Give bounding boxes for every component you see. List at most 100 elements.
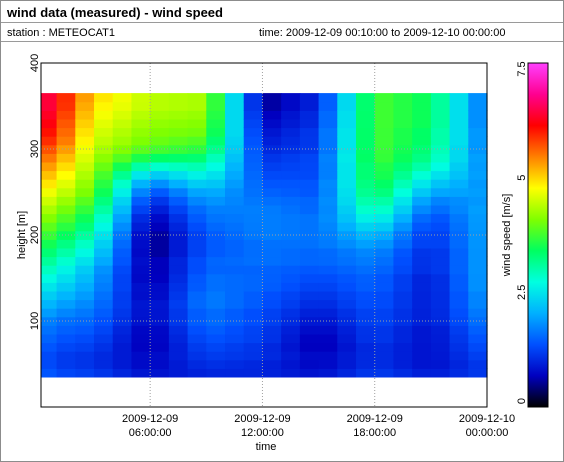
heatmap-cell	[94, 273, 114, 283]
heatmap-cell	[112, 161, 133, 172]
heatmap-cell	[262, 351, 282, 361]
heatmap-cell	[94, 93, 114, 103]
heatmap-cell	[318, 222, 338, 232]
heatmap-cell	[281, 351, 301, 361]
heatmap-cell	[430, 93, 451, 103]
heatmap-cell	[393, 351, 413, 361]
heatmap-cell	[337, 170, 357, 180]
heatmap-cell	[56, 222, 76, 232]
heatmap-cell	[168, 290, 189, 301]
heatmap-cell	[412, 213, 432, 223]
heatmap-cell	[56, 308, 76, 318]
heatmap-cell	[281, 161, 301, 172]
heatmap-cell	[430, 179, 451, 189]
heatmap-cell	[41, 308, 58, 318]
header-divider-top	[1, 22, 563, 23]
heatmap-cell	[41, 213, 58, 223]
heatmap-cell	[337, 136, 357, 146]
heatmap-cell	[356, 196, 376, 206]
heatmap-cell	[393, 230, 413, 240]
heatmap-cell	[262, 359, 282, 369]
heatmap-cell	[168, 170, 189, 180]
heatmap-cell	[468, 299, 488, 309]
heatmap-cell	[262, 256, 282, 266]
heatmap-cell	[168, 273, 189, 283]
heatmap-cell	[449, 204, 469, 215]
heatmap-cell	[318, 101, 338, 111]
heatmap-cell	[131, 153, 151, 163]
heatmap-cell	[299, 239, 320, 249]
heatmap-cell	[318, 144, 338, 154]
heatmap-cell	[412, 161, 432, 172]
y-tick-label: 100	[29, 312, 41, 330]
heatmap-cell	[468, 230, 488, 240]
heatmap-cell	[225, 316, 245, 326]
heatmap-cell	[41, 136, 58, 146]
heatmap-cell	[299, 359, 320, 369]
heatmap-cell	[112, 359, 133, 369]
heatmap-cell	[281, 308, 301, 318]
heatmap-cell	[206, 299, 226, 309]
heatmap-cell	[356, 368, 376, 378]
heatmap-cell	[393, 110, 413, 120]
heatmap-cell	[337, 351, 357, 361]
x-tick-label: 2009-12-10 00:00:00	[459, 413, 515, 439]
heatmap-cell	[374, 368, 395, 378]
heatmap-cell	[187, 110, 207, 120]
heatmap-cell	[299, 316, 320, 326]
heatmap-cell	[168, 359, 189, 369]
heatmap-cell	[131, 316, 151, 326]
heatmap-cell	[56, 282, 76, 292]
plot-border	[40, 62, 488, 408]
heatmap-cell	[468, 213, 488, 223]
y-tick-label: 200	[29, 226, 41, 244]
heatmap-cell	[318, 316, 338, 326]
heatmap-cell	[468, 256, 488, 266]
heatmap-cell	[206, 290, 226, 301]
heatmap-cell	[299, 118, 320, 129]
heatmap-cell	[225, 325, 245, 335]
heatmap-cell	[131, 351, 151, 361]
heatmap-cell	[299, 144, 320, 154]
heatmap-cell	[168, 256, 189, 266]
heatmap-cell	[131, 342, 151, 352]
heatmap-cell	[393, 333, 413, 344]
heatmap-cell	[281, 265, 301, 275]
heatmap-cell	[56, 187, 76, 197]
heatmap-cell	[150, 110, 170, 120]
heatmap-cell	[393, 144, 413, 154]
heatmap-cell	[430, 153, 451, 163]
heatmap-cell	[41, 325, 58, 335]
heatmap-cell	[262, 136, 282, 146]
heatmap-cell	[430, 282, 451, 292]
heatmap-cell	[168, 187, 189, 197]
heatmap-cell	[112, 196, 133, 206]
heatmap-cell	[412, 93, 432, 103]
heatmap-cell	[131, 299, 151, 309]
heatmap-cell	[393, 282, 413, 292]
heatmap-cell	[262, 342, 282, 352]
heatmap-cell	[131, 359, 151, 369]
heatmap-cell	[150, 144, 170, 154]
heatmap-cell	[468, 308, 488, 318]
heatmap-cell	[94, 230, 114, 240]
heatmap-cell	[393, 316, 413, 326]
heatmap-cell	[41, 170, 58, 180]
heatmap-cell	[131, 213, 151, 223]
heatmap-cell	[112, 333, 133, 344]
colorbar-tick-label: 7.5	[516, 61, 528, 76]
heatmap-cell	[56, 136, 76, 146]
heatmap-cell	[243, 170, 264, 180]
heatmap-cell	[337, 230, 357, 240]
heatmap-cell	[262, 333, 282, 344]
heatmap-cell	[112, 273, 133, 283]
heatmap-cell	[94, 325, 114, 335]
heatmap-cell	[318, 213, 338, 223]
heatmap-cell	[187, 265, 207, 275]
heatmap-cell	[41, 110, 58, 120]
heatmap-cell	[262, 101, 282, 111]
heatmap-cell	[187, 196, 207, 206]
heatmap-cell	[262, 222, 282, 232]
heatmap-cell	[131, 204, 151, 215]
heatmap-cell	[41, 273, 58, 283]
